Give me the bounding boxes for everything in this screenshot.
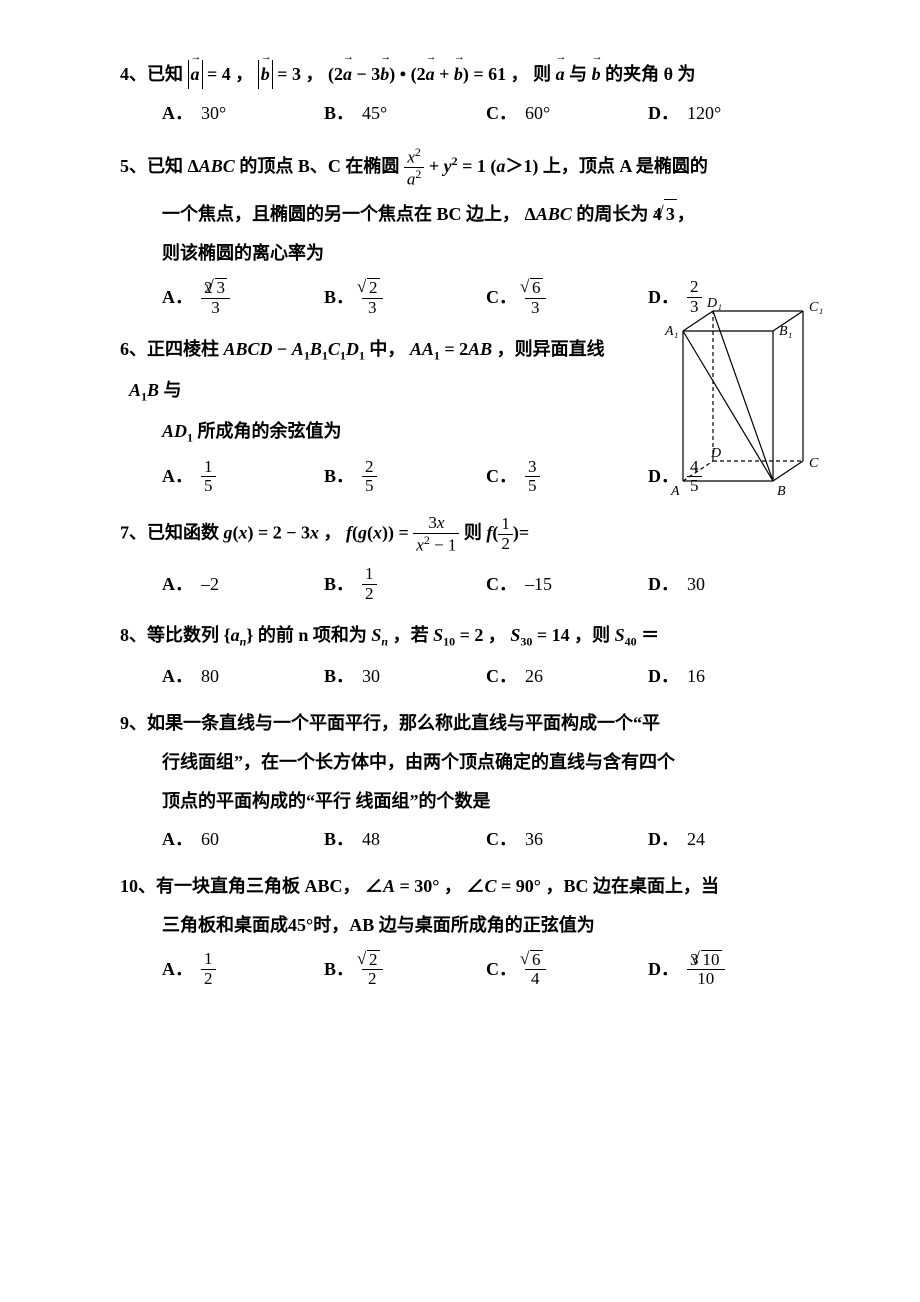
q4-opt-a: A． 30° — [162, 99, 324, 128]
q4-opt-b: B． 45° — [324, 99, 486, 128]
q10-c: ，BC 边在桌面上，当 — [545, 876, 719, 896]
q9-opt-d: D．24 — [648, 825, 810, 854]
q4-opt-c: C． 60° — [486, 99, 648, 128]
q8-d: ， — [488, 625, 506, 645]
opt-label-c: C． — [486, 99, 517, 128]
opt-label-b: B． — [324, 99, 354, 128]
q8-c: ，若 — [393, 625, 429, 645]
q7-b: 则 — [464, 523, 482, 543]
question-10: 10、有一块直角三角板 ABC， ∠A = 30° ， ∠C = 90° ，BC… — [120, 872, 810, 989]
q8-opt-b: B．30 — [324, 662, 486, 691]
q9-stem1: 9、如果一条直线与一个平面平行，那么称此直线与平面构成一个“平 — [120, 709, 810, 738]
q5-s2c: ， — [677, 204, 695, 224]
q5-s2a: 一个焦点，且椭圆的另一个焦点在 BC 边上， — [162, 204, 520, 224]
q5-stem1: 5、已知 ΔABC 的顶点 B、C 在椭圆 x2a2 + y2 = 1 (a＞1… — [120, 146, 810, 190]
q6-s1b: 中， — [369, 339, 405, 359]
q7-a-val: –2 — [201, 570, 219, 599]
svg-text:A: A — [670, 484, 680, 499]
q4-opt-d: D． 120° — [648, 99, 810, 128]
q5-stem2: 一个焦点，且椭圆的另一个焦点在 BC 边上， ΔABC 的周长为 43， — [162, 199, 810, 229]
q4-d-val: 120° — [687, 99, 721, 128]
q10-opt-d: D．31010 — [648, 950, 810, 989]
q8-b: 的前 n 项和为 — [258, 625, 367, 645]
prism-diagram: ABCDA₁B₁C₁D₁ — [663, 301, 828, 511]
question-9: 9、如果一条直线与一个平面平行，那么称此直线与平面构成一个“平 行线面组”，在一… — [120, 709, 810, 854]
q10-d: 三角板和桌面成 — [162, 915, 288, 935]
q10-stem2: 三角板和桌面成45°时，AB 边与桌面所成角的正弦值为 — [162, 911, 810, 940]
q10-b: ， — [444, 876, 462, 896]
q7-opt-d: D．30 — [648, 565, 810, 603]
q5-s1b: 的顶点 B、C 在椭圆 — [239, 156, 399, 176]
q7-c-val: –15 — [525, 570, 552, 599]
q6-s3: 所成角的余弦值为 — [198, 421, 342, 441]
svg-text:D₁: D₁ — [706, 296, 722, 311]
q10-stem1: 10、有一块直角三角板 ABC， ∠A = 30° ， ∠C = 90° ，BC… — [120, 872, 810, 901]
q4-pre: 已知 — [147, 64, 183, 84]
svg-text:C: C — [809, 456, 819, 471]
q5-s1a: 已知 — [147, 156, 183, 176]
q5-s2b: 的周长为 — [576, 204, 648, 224]
q6-s1c: ，则异面直线 — [497, 339, 605, 359]
q7-opt-b: B．12 — [324, 565, 486, 603]
prism-svg: ABCDA₁B₁C₁D₁ — [663, 301, 828, 511]
q7-a: 已知函数 — [147, 523, 219, 543]
q10-opt-a: A．12 — [162, 950, 324, 989]
q6-s2: 与 — [164, 380, 182, 400]
q4-b-val: 45° — [362, 99, 387, 128]
q10-a: 有一块直角三角板 ABC， — [156, 876, 361, 896]
q5-stem3: 则该椭圆的离心率为 — [162, 239, 810, 268]
q7-stem: 7、已知函数 g(x) = 2 − 3x ， f(g(x)) = 3xx2 − … — [120, 514, 810, 555]
q6-opt-b: B．25 — [324, 458, 486, 496]
q4-options: A． 30° B． 45° C． 60° D． 120° — [162, 99, 810, 128]
svg-text:A₁: A₁ — [664, 324, 678, 339]
q4-stem: 4、已知 a = 4 ， b = 3 ， (2a − 3b) • (2a + b… — [120, 60, 810, 89]
svg-text:B: B — [777, 484, 786, 499]
q9-options: A．60 B．48 C．36 D．24 — [162, 825, 810, 854]
q10-options: A．12 B．22 C．64 D．31010 — [162, 950, 810, 989]
opt-label-d: D． — [648, 99, 679, 128]
q8-opt-c: C．26 — [486, 662, 648, 691]
q9-stem2: 行线面组”，在一个长方体中，由两个顶点确定的直线与含有四个 — [162, 748, 810, 777]
q7-d-val: 30 — [687, 570, 705, 599]
question-4: 4、已知 a = 4 ， b = 3 ， (2a − 3b) • (2a + b… — [120, 60, 810, 128]
q10-opt-c: C．64 — [486, 950, 648, 989]
q6-opt-c: C．35 — [486, 458, 648, 496]
q10-opt-b: B．22 — [324, 950, 486, 989]
q4-num: 4、 — [120, 64, 147, 84]
q7-opt-c: C．–15 — [486, 565, 648, 603]
q5-opt-b: B．23 — [324, 278, 486, 317]
q8-stem: 8、等比数列 {an} 的前 n 项和为 Sn ，若 S10 = 2 ， S30… — [120, 621, 810, 652]
q4-a-val: 30° — [201, 99, 226, 128]
svg-text:C₁: C₁ — [809, 300, 823, 315]
q8-opt-d: D．16 — [648, 662, 810, 691]
q8-options: A．80 B．30 C．26 D．16 — [162, 662, 810, 691]
q7-opt-a: A．–2 — [162, 565, 324, 603]
q4-c-val: 60° — [525, 99, 550, 128]
q9-opt-a: A．60 — [162, 825, 324, 854]
q4-tail: 的夹角 θ 为 — [605, 64, 695, 84]
svg-text:D: D — [710, 446, 721, 461]
question-7: 7、已知函数 g(x) = 2 − 3x ， f(g(x)) = 3xx2 − … — [120, 514, 810, 603]
q7-c: = — [519, 523, 529, 543]
q8-f: ＝ — [641, 625, 659, 645]
q6-s1a: 正四棱柱 — [147, 339, 219, 359]
question-8: 8、等比数列 {an} 的前 n 项和为 Sn ，若 S10 = 2 ， S30… — [120, 621, 810, 691]
q5-opt-a: A．233 — [162, 278, 324, 317]
q10-e: 时，AB 边与桌面所成角的正弦值为 — [313, 915, 595, 935]
q7-options: A．–2 B．12 C．–15 D．30 — [162, 565, 810, 603]
q8-e: ，则 — [574, 625, 610, 645]
q9-stem3: 顶点的平面构成的“平行 线面组”的个数是 — [162, 787, 810, 816]
question-6: ABCDA₁B₁C₁D₁ 6、正四棱柱 ABCD − A1B1C1D1 中， A… — [120, 335, 810, 496]
q5-opt-c: C．63 — [486, 278, 648, 317]
q9-opt-c: C．36 — [486, 825, 648, 854]
q6-opt-a: A．15 — [162, 458, 324, 496]
q8-a: 等比数列 — [147, 625, 219, 645]
question-5: 5、已知 ΔABC 的顶点 B、C 在椭圆 x2a2 + y2 = 1 (a＞1… — [120, 146, 810, 318]
q9-opt-b: B．48 — [324, 825, 486, 854]
q5-s1c: 上，顶点 A 是椭圆的 — [543, 156, 708, 176]
q8-opt-a: A．80 — [162, 662, 324, 691]
opt-label-a: A． — [162, 99, 193, 128]
svg-text:B₁: B₁ — [779, 324, 792, 339]
